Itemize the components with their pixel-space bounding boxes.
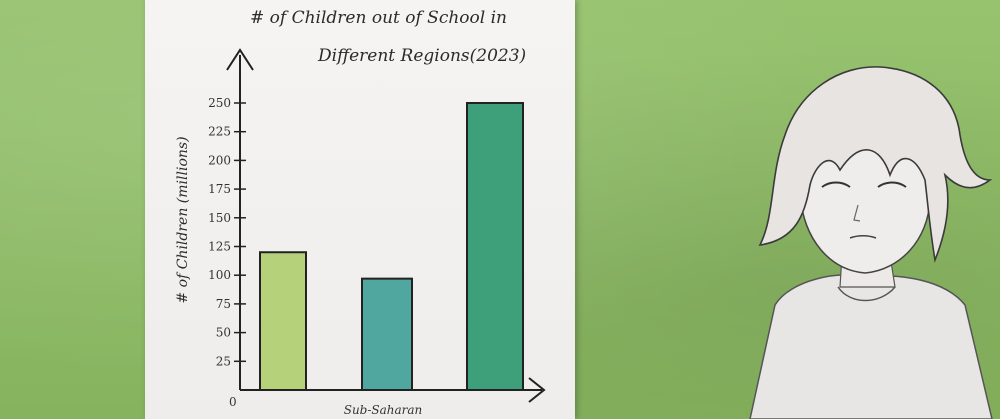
character-mouth [849, 234, 877, 239]
bar [361, 277, 413, 392]
character-shirt [749, 274, 993, 419]
origin-label: 0 [229, 395, 237, 409]
bar [466, 102, 524, 391]
y-tick-label: 50 [216, 326, 231, 340]
x-axis-arrow [528, 377, 546, 403]
chart-title-line-1: # of Children out of School in [250, 8, 507, 28]
y-axis-label: # of Children (millions) [175, 136, 191, 303]
y-axis-arrow [226, 48, 254, 71]
y-tick-label: 75 [216, 297, 231, 311]
y-tick-label: 100 [208, 268, 231, 282]
y-tick-label: 200 [208, 153, 231, 167]
bar [259, 251, 307, 391]
character-hair [758, 66, 993, 263]
y-tick-label: 225 [208, 125, 231, 139]
y-tick-label: 175 [208, 182, 231, 196]
y-tick-label: 250 [208, 96, 231, 110]
character-nose [853, 204, 861, 222]
y-tick-label: 150 [208, 211, 231, 225]
y-tick-label: 125 [208, 240, 231, 254]
character-right-eye [877, 181, 907, 188]
x-category-label: Sub-Saharan [344, 403, 423, 417]
character-left-eye [821, 181, 851, 188]
bar-chart: 25 50 75 100 125 150 175 200 225 250 # of Childre… [175, 48, 546, 417]
y-tick-label: 25 [216, 354, 231, 368]
chart-title-line-2: Different Regions(2023) [318, 46, 527, 66]
cutout-character-illustration [749, 66, 993, 419]
